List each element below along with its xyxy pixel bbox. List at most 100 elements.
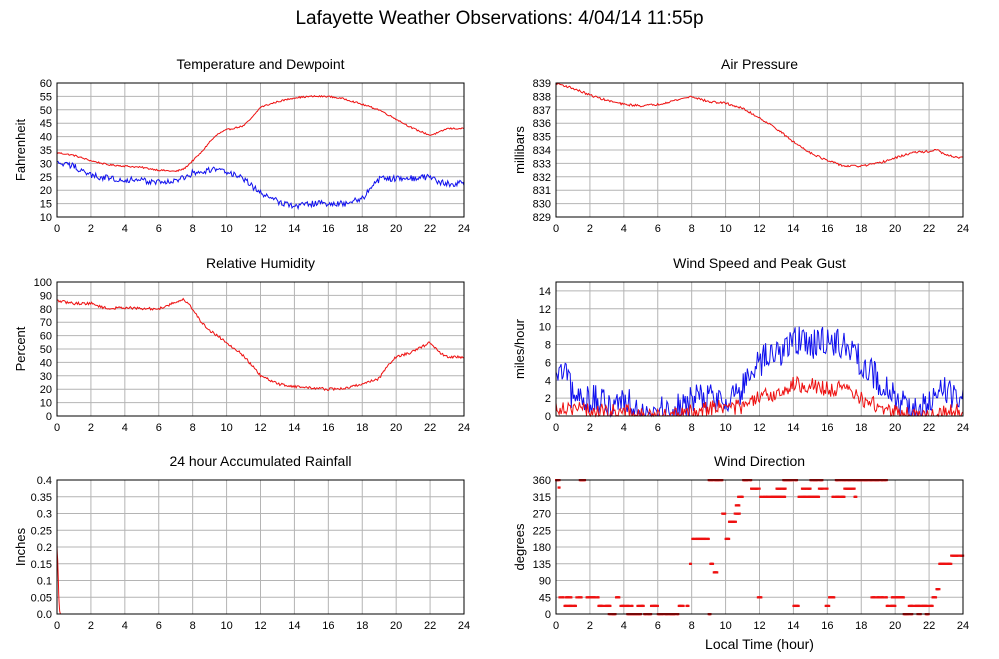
direction-point	[833, 495, 836, 498]
pressure-xtick-label: 0	[553, 223, 559, 235]
wind-xtick-label: 22	[923, 422, 935, 434]
rain-xtick-label: 4	[122, 620, 128, 632]
rain-xtick-label: 16	[322, 620, 334, 632]
direction-point	[751, 487, 755, 490]
temp-ytick-label: 60	[40, 78, 52, 90]
direction-xlabel: Local Time (hour)	[705, 636, 814, 652]
temp-xtick-label: 18	[356, 223, 368, 235]
direction-point	[855, 495, 858, 498]
pressure-xtick-label: 22	[923, 223, 935, 235]
pressure-xtick-label: 20	[889, 223, 901, 235]
rain-xtick-label: 6	[156, 620, 162, 632]
direction-point	[560, 596, 563, 599]
temp-ytick-label: 25	[40, 172, 52, 184]
direction-point	[656, 604, 659, 608]
humidity-ytick-label: 90	[40, 290, 52, 302]
direction-title: Wind Direction	[714, 453, 805, 469]
temp-ytick-label: 50	[40, 105, 52, 117]
direction-point	[911, 604, 915, 608]
humidity-ytick-label: 80	[40, 304, 52, 316]
direction-point	[558, 596, 561, 599]
temp-ytick-label: 15	[40, 199, 52, 211]
wind-ytick-label: 12	[539, 304, 551, 316]
direction-point	[575, 596, 578, 599]
wind-series-1-line	[555, 375, 964, 418]
wind-ytick-label: 8	[545, 340, 551, 352]
direction-point	[734, 520, 737, 523]
direction-point	[682, 604, 685, 608]
direction-point	[894, 604, 897, 608]
humidity-ytick-label: 20	[40, 384, 52, 396]
temp-xtick-label: 8	[190, 223, 196, 235]
direction-point	[636, 604, 639, 608]
direction-point	[838, 495, 841, 498]
direction-point	[878, 596, 881, 599]
direction-point	[724, 512, 727, 515]
rain-ytick-label: 0.4	[37, 475, 52, 487]
direction-point	[805, 487, 808, 490]
wind-xtick-label: 12	[753, 422, 765, 434]
temp-ylabel: Fahrenheit	[13, 119, 28, 182]
humidity-ytick-label: 70	[40, 317, 52, 329]
pressure-xtick-label: 14	[787, 223, 799, 235]
direction-point	[735, 504, 738, 507]
direction-point	[578, 596, 581, 599]
direction-point	[601, 604, 604, 608]
wind-xtick-label: 6	[655, 422, 661, 434]
direction-point	[594, 596, 597, 599]
direction-point	[957, 554, 960, 557]
wind-ylabel: miles/hour	[512, 318, 527, 379]
direction-xtick-label: 8	[689, 620, 695, 632]
direction-point	[870, 596, 873, 599]
direction-point	[763, 495, 766, 498]
direction-point	[784, 487, 787, 490]
direction-point	[727, 537, 731, 541]
wind-title: Wind Speed and Peak Gust	[673, 255, 846, 271]
rain-xtick-label: 18	[356, 620, 368, 632]
wind-xtick-label: 2	[587, 422, 593, 434]
pressure-xtick-label: 16	[821, 223, 833, 235]
direction-point	[629, 604, 632, 608]
humidity-series-0-line	[56, 297, 465, 392]
rain-ytick-label: 0.1	[37, 576, 52, 588]
humidity-xtick-label: 20	[390, 422, 402, 434]
rain-xtick-label: 12	[254, 620, 266, 632]
direction-point	[716, 571, 719, 574]
direction-point	[826, 604, 830, 608]
pressure-ytick-label: 836	[533, 118, 551, 130]
wind-xtick-label: 14	[787, 422, 799, 434]
direction-point	[758, 487, 761, 490]
direction-point	[882, 596, 885, 599]
direction-point	[559, 596, 562, 599]
direction-point	[733, 520, 736, 523]
direction-point	[638, 604, 641, 608]
pressure-xtick-label: 24	[957, 223, 969, 235]
direction-point	[597, 596, 600, 599]
direction-point	[757, 596, 761, 599]
direction-xtick-label: 16	[821, 620, 833, 632]
humidity-xtick-label: 8	[190, 422, 196, 434]
direction-point	[802, 487, 805, 490]
rain-ytick-label: 0.25	[31, 525, 52, 537]
direction-point	[624, 604, 627, 608]
humidity-xtick-label: 24	[458, 422, 470, 434]
direction-ytick-label: 225	[533, 525, 551, 537]
direction-point	[885, 596, 888, 599]
pressure-ytick-label: 832	[533, 172, 551, 184]
direction-point	[780, 495, 784, 498]
direction-point	[948, 562, 952, 565]
direction-point	[828, 604, 831, 608]
rain-ytick-label: 0.05	[31, 592, 52, 604]
rain-xtick-label: 10	[220, 620, 232, 632]
direction-point	[902, 596, 905, 599]
direction-point	[705, 537, 708, 541]
direction-point	[766, 495, 769, 498]
direction-point	[707, 537, 710, 541]
direction-point	[562, 596, 565, 599]
direction-point	[650, 604, 653, 608]
temp-plot-frame	[56, 82, 465, 218]
